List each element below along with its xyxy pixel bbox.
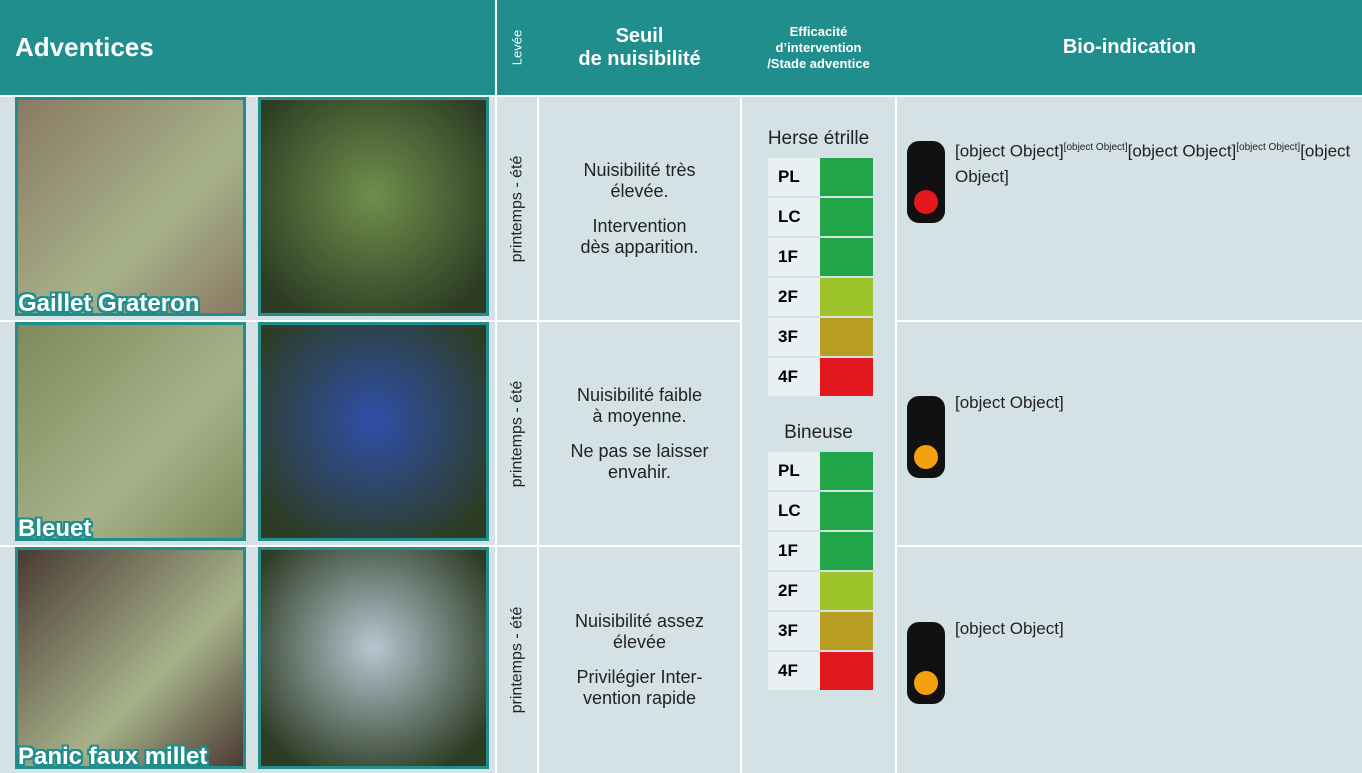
bio-text: [object Object]	[907, 390, 1064, 478]
emergence-cell: printemps - été	[497, 547, 537, 773]
threshold-paragraph: Privilégier Inter-vention rapide	[539, 667, 740, 709]
emergence: printemps - été	[508, 606, 525, 714]
emergence: printemps - été	[508, 155, 525, 262]
stage-label: 4F	[768, 652, 820, 690]
bio-text: [object Object]	[907, 616, 1064, 704]
bio-text-part: [object Object]	[955, 619, 1064, 638]
bio-text-part: [object Object]	[955, 141, 1064, 161]
stage-color	[820, 452, 873, 490]
weed-name: Bleuet	[18, 515, 92, 542]
stage-color	[820, 198, 873, 236]
threshold-line: à moyenne.	[592, 405, 687, 426]
stage-color	[820, 358, 873, 396]
stage-color	[820, 612, 873, 650]
bio-cell: [object Object][object Object][object Ob…	[897, 97, 1362, 320]
divider	[495, 0, 497, 773]
threshold-line: envahir.	[607, 461, 672, 482]
traffic-light	[907, 141, 945, 223]
photo	[258, 547, 489, 769]
threshold-paragraph: Nuisibilité assez élevée	[539, 611, 740, 653]
threshold-paragraph: Ne pas se laisser envahir.	[539, 441, 740, 483]
emergence-cell: printemps - été	[497, 97, 537, 320]
stage-label: 1F	[768, 238, 820, 276]
threshold-line: Nuisibilité très	[583, 159, 696, 180]
threshold-cell: Nuisibilité assez élevée Privilégier Inter…	[539, 547, 740, 773]
header-emergence: Levée	[509, 29, 525, 66]
stage-label: 2F	[768, 278, 820, 316]
threshold-paragraph: Nuisibilité faible à moyenne.	[539, 385, 740, 427]
stage-label: 2F	[768, 572, 820, 610]
stage-label: PL	[768, 158, 820, 196]
threshold-line: vention rapide	[582, 688, 697, 708]
stage-label: 4F	[768, 358, 820, 396]
stage-label: PL	[768, 452, 820, 490]
bio-cell: [object Object]	[897, 322, 1362, 545]
bio-text: [object Object][object Object][object Ob…	[907, 135, 1356, 223]
light-dot	[914, 190, 938, 214]
stage-label: 3F	[768, 612, 820, 650]
stage-color	[820, 238, 873, 276]
header-line: d’intervention	[775, 39, 862, 55]
traffic-light	[907, 395, 945, 478]
photo	[15, 547, 246, 769]
header-line: Efficacité	[789, 23, 848, 39]
threshold-line: élevée	[612, 632, 667, 652]
tool-name: Herse étrille	[767, 128, 870, 149]
threshold-cell: Nuisibilité très élevée. Intervention dès a…	[539, 97, 740, 320]
stage-label: 1F	[768, 532, 820, 570]
weed-name: Gaillet Grateron	[18, 290, 200, 317]
bio-text-part: [object Object]	[1236, 142, 1301, 153]
stage-label: LC	[768, 198, 820, 236]
light-dot	[914, 671, 938, 695]
stage-color	[820, 572, 873, 610]
header-line: de nuisibilité	[578, 47, 701, 70]
emergence: printemps - été	[508, 380, 525, 487]
tool-name: Bineuse	[784, 422, 853, 443]
header-threshold: Seuil de nuisibilité	[539, 0, 740, 95]
light-dot	[914, 444, 938, 469]
stage-label: 3F	[768, 318, 820, 356]
threshold-paragraph: Nuisibilité très élevée.	[539, 160, 740, 202]
threshold-line: Nuisibilité faible	[576, 384, 703, 405]
threshold-paragraph: Intervention dès apparition.	[539, 216, 740, 258]
header-line: Seuil	[615, 24, 664, 47]
photo	[15, 97, 246, 316]
stage-label: LC	[768, 492, 820, 530]
header-line: /Stade adventice	[767, 55, 870, 71]
stage-color	[820, 652, 873, 690]
header-efficacy: Efficacité d’intervention/Stade adventice	[742, 0, 895, 95]
photo	[258, 97, 489, 316]
photo	[258, 322, 489, 541]
photo	[15, 322, 246, 541]
threshold-line: Ne pas se laisser	[570, 440, 709, 461]
threshold-line: dès apparition.	[580, 236, 699, 257]
threshold-cell: Nuisibilité faible à moyenne. Ne pas se la…	[539, 322, 740, 545]
header-emergence-wrap: Levée	[497, 0, 537, 95]
bio-text-part: [object Object]	[955, 392, 1064, 412]
threshold-line: Privilégier Inter-	[576, 667, 703, 687]
header-bioindication: Bio-indication	[1062, 36, 1197, 58]
stage-color	[820, 532, 873, 570]
header-weeds: Adventices	[15, 32, 154, 62]
threshold-line: Nuisibilité assez	[574, 611, 705, 631]
threshold-line: Intervention	[592, 215, 687, 236]
traffic-light	[907, 622, 945, 704]
emergence-cell: printemps - été	[497, 322, 537, 545]
header-bar	[0, 0, 1362, 95]
bio-text-part: [object Object]	[1063, 142, 1128, 153]
stage-color	[820, 278, 873, 316]
bio-text-part: [object Object]	[1127, 141, 1237, 161]
bio-cell: [object Object]	[897, 547, 1362, 773]
stage-color	[820, 492, 873, 530]
stage-color	[820, 158, 873, 196]
weed-name: Panic faux millet	[18, 743, 208, 770]
bio-text-part: [object Object]	[955, 141, 1351, 186]
threshold-line: élevée.	[610, 180, 669, 201]
stage-color	[820, 318, 873, 356]
